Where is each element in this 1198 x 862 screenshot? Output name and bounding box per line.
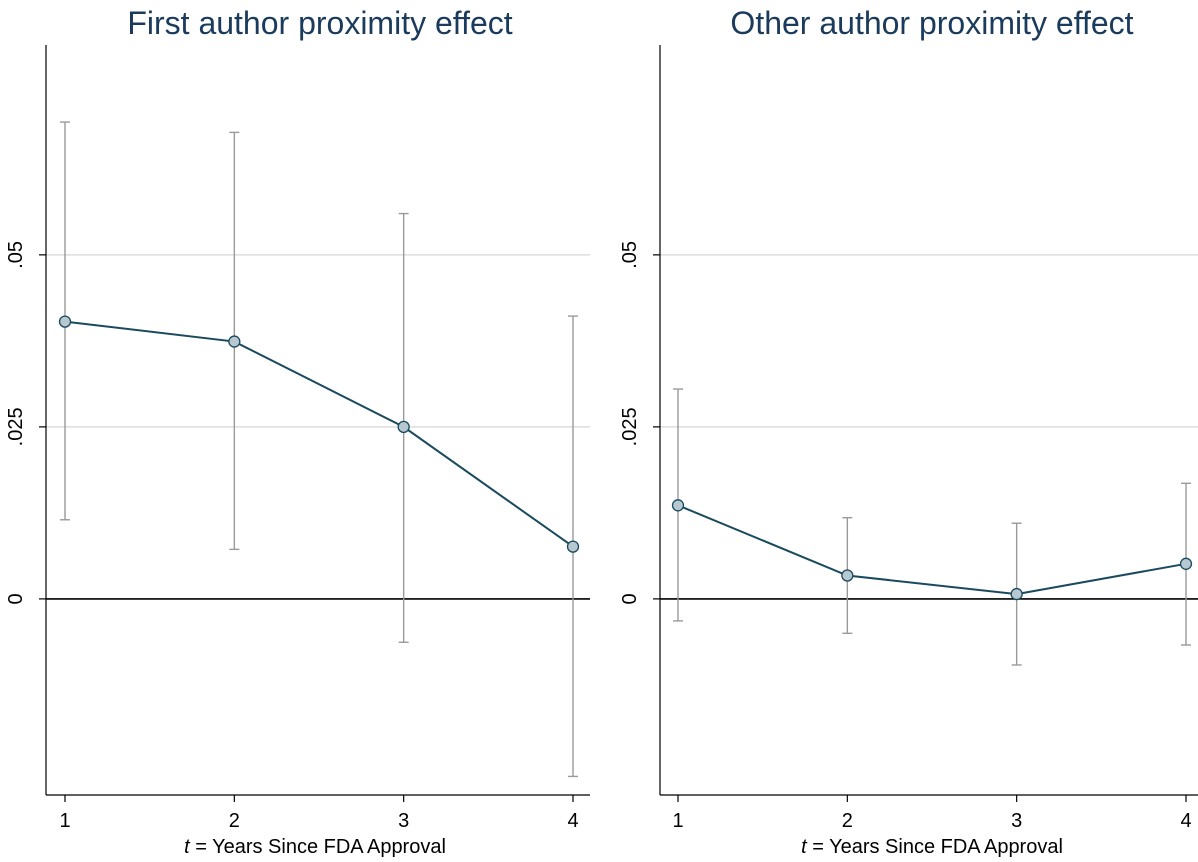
data-point [58,315,72,328]
chart-title: First author proximity effect [127,5,512,41]
plot-area: 0 .025 .05 1 2 3 4 [5,45,590,832]
chart-title: Other author proximity effect [730,5,1133,41]
data-point [397,420,410,434]
chart-panel-other-author: Other author proximity effect t = Years … [619,5,1198,858]
x-tick-label: 2 [229,810,240,832]
x-axis-label: t = Years Since FDA Approval [801,836,1063,858]
x-axis-label-variable: t [184,836,191,858]
series-line [677,504,1187,596]
y-tick-label: 0 [619,593,641,604]
y-tick-label: .05 [5,241,27,269]
data-point [228,335,241,348]
x-axis-label: t = Years Since FDA Approval [184,836,446,858]
x-axis-label-text: = Years Since FDA Approval [190,836,446,858]
series-line [64,320,574,548]
data-point [671,499,685,512]
y-tick-label: .025 [619,407,641,446]
y-tick-label: .025 [5,407,27,446]
y-tick-label: 0 [5,593,27,604]
x-tick-label: 4 [1180,810,1191,832]
chart-panel-first-author: First author proximity effect t = Years … [5,5,590,858]
x-tick-label: 4 [567,810,578,832]
plot-area: 0 .025 .05 1 2 3 4 [619,45,1198,832]
x-axis-label-text: = Years Since FDA Approval [807,836,1063,858]
x-tick-label: 1 [59,810,70,832]
data-point [841,569,854,582]
data-point [1010,587,1023,601]
x-tick-label: 1 [672,810,683,832]
y-tick-label: .05 [619,241,641,269]
x-axis-label-variable: t [801,836,808,858]
data-point [1179,557,1193,570]
x-tick-label: 3 [1011,810,1022,832]
x-tick-label: 2 [842,810,853,832]
data-point [566,540,580,553]
x-tick-label: 3 [398,810,409,832]
